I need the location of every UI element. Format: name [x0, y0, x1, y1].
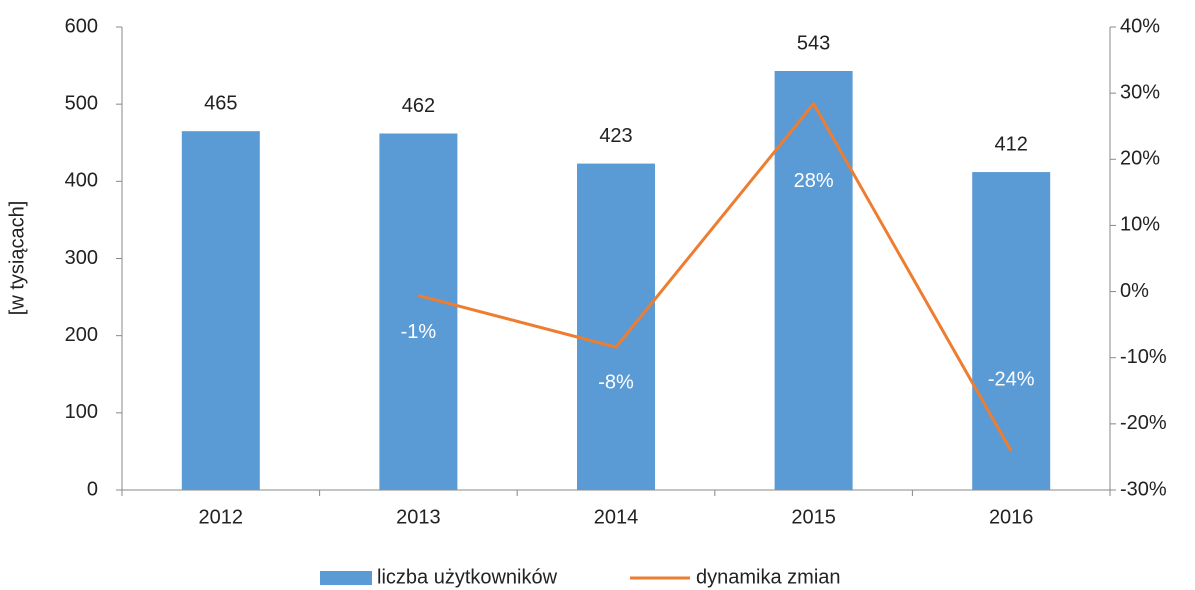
bar-value-label: 543	[797, 32, 830, 54]
y2-tick-label: 30%	[1120, 81, 1160, 103]
bar-value-label: 423	[599, 125, 632, 147]
y-tick-label: 200	[65, 324, 98, 346]
line-value-label: 28%	[794, 170, 834, 192]
legend-label: dynamika zmian	[696, 566, 841, 588]
y2-tick-label: 40%	[1120, 15, 1160, 37]
bar	[972, 172, 1051, 490]
bar	[379, 133, 458, 491]
y2-tick-label: 10%	[1120, 214, 1160, 236]
line-value-label: -24%	[988, 368, 1035, 390]
bar	[577, 163, 655, 490]
legend-label: liczba użytkowników	[377, 566, 558, 588]
y2-tick-label: 0%	[1120, 280, 1149, 302]
bar-value-label: 462	[402, 95, 435, 117]
y2-tick-label: -20%	[1120, 412, 1167, 434]
y-axis-title: [w tysiącach]	[6, 201, 28, 315]
x-tick-label: 2014	[594, 506, 639, 528]
bar	[774, 70, 853, 491]
y-tick-label: 300	[65, 247, 98, 269]
bar	[181, 131, 260, 491]
y2-tick-label: -10%	[1120, 346, 1167, 368]
x-tick-label: 2015	[791, 506, 836, 528]
y2-tick-label: -30%	[1120, 478, 1167, 500]
x-tick-label: 2012	[199, 506, 244, 528]
legend-swatch	[320, 571, 372, 585]
y-tick-label: 400	[65, 170, 98, 192]
x-tick-label: 2016	[989, 506, 1034, 528]
line-value-label: -8%	[598, 371, 634, 393]
bar-value-label: 412	[995, 133, 1028, 155]
line	[418, 102, 1013, 452]
y-tick-label: 500	[65, 92, 98, 114]
y-tick-label: 100	[65, 401, 98, 423]
y2-tick-label: 20%	[1120, 148, 1160, 170]
y-tick-label: 600	[65, 15, 98, 37]
line-value-label: -1%	[401, 321, 437, 343]
y-tick-label: 0	[87, 478, 98, 500]
bar-value-label: 465	[204, 92, 237, 114]
x-tick-label: 2013	[396, 506, 441, 528]
